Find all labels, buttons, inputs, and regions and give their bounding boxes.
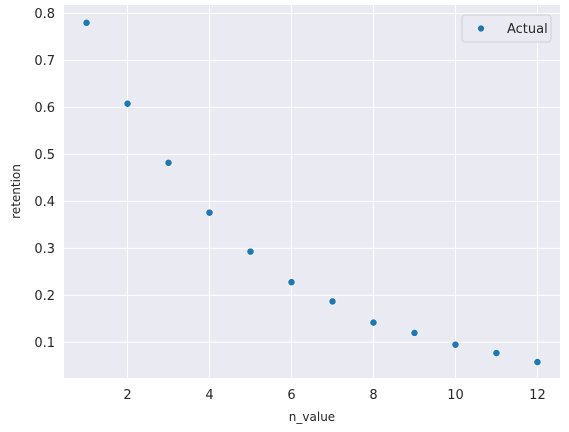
y-tick-label: 0.6 [34,101,55,116]
data-point [246,247,255,256]
data-point [205,208,214,217]
data-point [287,278,296,287]
legend-label: Actual [507,22,548,37]
legend-box [461,14,552,43]
y-tick-label: 0.1 [34,336,55,351]
x-tick-label: 4 [205,388,213,403]
x-tick-label: 12 [529,388,546,403]
y-tick-label: 0.3 [34,242,55,257]
data-point [328,297,337,306]
grid [64,5,560,378]
legend: Actual [461,14,552,43]
data-point [164,158,173,167]
data-point [410,329,419,337]
y-tick-label: 0.7 [34,54,55,69]
data-point [533,358,542,366]
y-axis-ticks: 0.1 0.2 0.3 0.4 0.5 0.6 0.7 0.8 [34,7,55,351]
y-tick-label: 0.2 [34,289,55,304]
y-tick-label: 0.4 [34,195,55,210]
data-point [369,318,378,327]
y-tick-label: 0.8 [34,7,55,22]
y-tick-label: 0.5 [34,148,55,163]
x-axis-ticks: 2 4 6 8 10 12 [123,388,545,403]
data-point [451,340,460,349]
legend-marker [477,24,485,33]
x-axis-label: n_value [289,410,335,424]
x-tick-label: 2 [123,388,131,403]
x-tick-label: 10 [447,388,464,403]
data-point [492,349,501,358]
plot-area [64,5,560,378]
data-point [82,18,91,27]
data-point [123,99,132,108]
x-tick-label: 8 [369,388,377,403]
data-points [82,18,542,366]
x-tick-label: 6 [287,388,295,403]
y-axis-label: retention [9,164,23,219]
